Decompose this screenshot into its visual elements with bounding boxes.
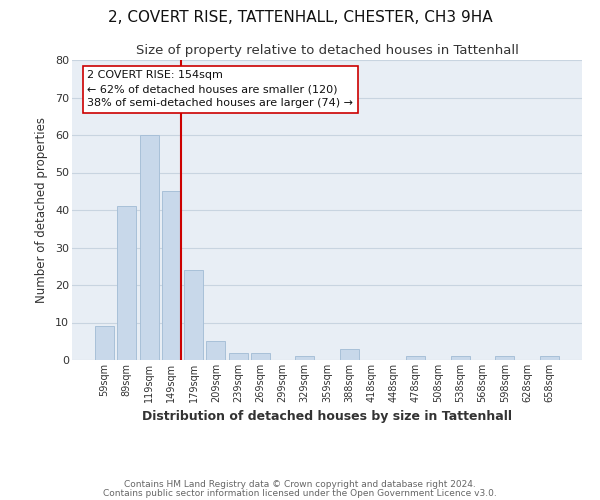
Bar [251, 352, 270, 360]
Y-axis label: Number of detached properties: Number of detached properties [35, 117, 48, 303]
Bar [295, 356, 314, 360]
Bar [340, 349, 359, 360]
Text: 2 COVERT RISE: 154sqm
← 62% of detached houses are smaller (120)
38% of semi-det: 2 COVERT RISE: 154sqm ← 62% of detached … [88, 70, 353, 108]
Bar [496, 356, 514, 360]
Text: Contains public sector information licensed under the Open Government Licence v3: Contains public sector information licen… [103, 488, 497, 498]
Title: Size of property relative to detached houses in Tattenhall: Size of property relative to detached ho… [136, 44, 518, 58]
Bar [184, 270, 203, 360]
Bar [451, 356, 470, 360]
Bar [140, 135, 158, 360]
Bar [406, 356, 425, 360]
Text: 2, COVERT RISE, TATTENHALL, CHESTER, CH3 9HA: 2, COVERT RISE, TATTENHALL, CHESTER, CH3… [107, 10, 493, 25]
Bar [540, 356, 559, 360]
Bar [162, 191, 181, 360]
Bar [206, 341, 225, 360]
Bar [118, 206, 136, 360]
X-axis label: Distribution of detached houses by size in Tattenhall: Distribution of detached houses by size … [142, 410, 512, 424]
Text: Contains HM Land Registry data © Crown copyright and database right 2024.: Contains HM Land Registry data © Crown c… [124, 480, 476, 489]
Bar [95, 326, 114, 360]
Bar [229, 352, 248, 360]
